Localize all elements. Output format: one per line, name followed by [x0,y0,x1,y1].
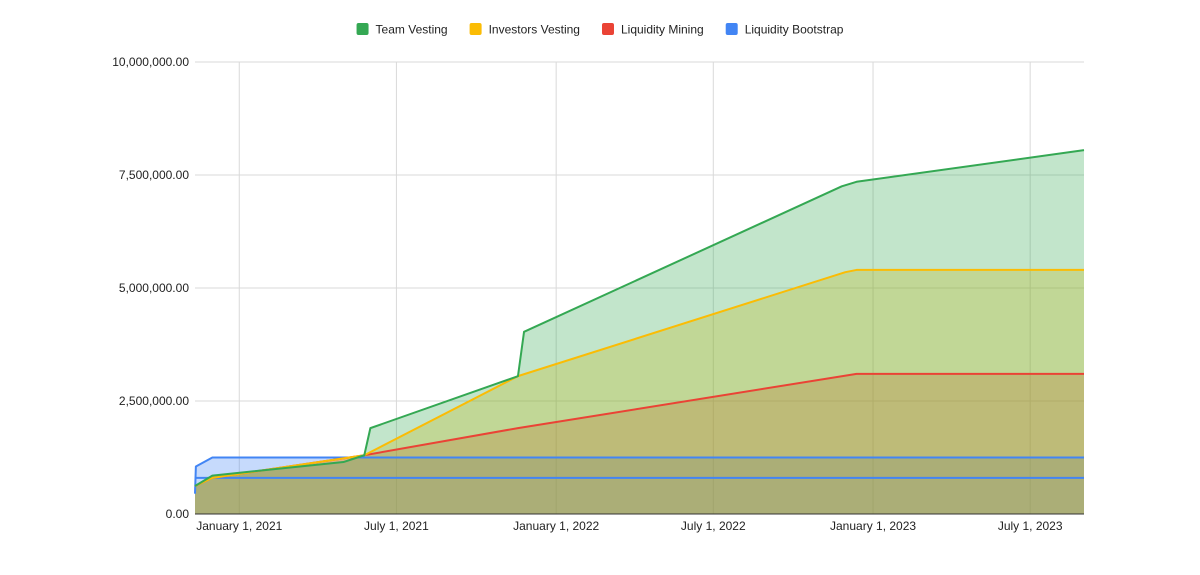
area-liquidity-mining[interactable] [195,373,1084,514]
line-team-vesting[interactable] [194,149,1085,487]
grid-lines [195,61,1084,514]
x-tick-label: July 1, 2023 [998,519,1063,533]
x-tick-label: January 1, 2022 [513,519,599,533]
x-tick-label: January 1, 2021 [196,519,282,533]
series-areas [195,150,1084,514]
legend-label: Investors Vesting [489,23,580,37]
legend-label: Liquidity Mining [621,23,704,37]
legend-swatch [601,23,614,35]
y-tick-label: 10,000,000.00 [112,55,189,69]
legend-swatch [725,23,738,35]
legend-label: Team Vesting [376,23,448,37]
legend-item-team-vesting[interactable]: Team Vesting [356,23,448,37]
legend-item-liquidity-mining[interactable]: Liquidity Mining [601,23,704,37]
axes: 0.00 2,500,000.00 5,000,000.00 7,500,000.00… [112,55,1084,533]
y-tick-label: 5,000,000.00 [119,281,189,295]
legend-swatch [469,23,482,35]
line-liquidity-bootstrap[interactable] [194,456,1084,494]
area-team-vesting[interactable] [195,150,1084,514]
legend[interactable]: Team Vesting Investors Vesting Liquidity M… [356,23,844,37]
area-liquidity-bootstrap[interactable] [195,457,1084,515]
x-tick-label: July 1, 2021 [364,519,429,533]
area-investors-vesting[interactable] [195,269,1084,514]
legend-swatch [356,23,369,35]
legend-label: Liquidity Bootstrap [745,23,844,37]
series-lines [194,149,1085,494]
legend-item-investors-vesting[interactable]: Investors Vesting [469,23,580,37]
legend-item-liquidity-bootstrap[interactable]: Liquidity Bootstrap [725,23,844,37]
y-tick-label: 0.00 [166,507,190,521]
x-tick-label: July 1, 2022 [681,519,746,533]
y-tick-label: 7,500,000.00 [119,168,189,182]
y-tick-label: 2,500,000.00 [119,394,189,408]
x-tick-label: January 1, 2023 [830,519,916,533]
